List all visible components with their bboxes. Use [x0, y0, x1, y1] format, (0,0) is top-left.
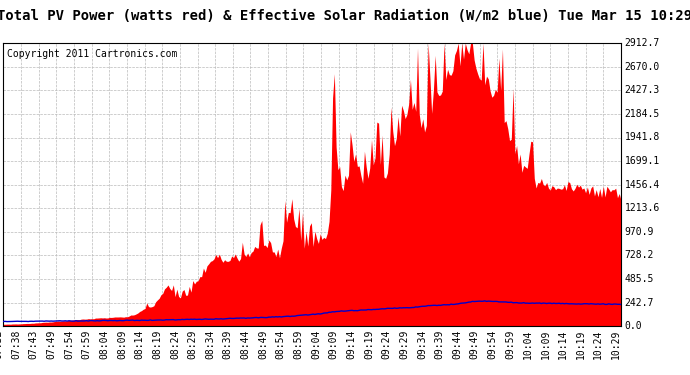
Text: 2670.0: 2670.0 [624, 62, 660, 72]
Text: 1213.6: 1213.6 [624, 203, 660, 213]
Text: 08:54: 08:54 [276, 330, 286, 359]
Text: 10:04: 10:04 [523, 330, 533, 359]
Text: 2912.7: 2912.7 [624, 38, 660, 48]
Text: 09:09: 09:09 [328, 330, 339, 359]
Text: 0.0: 0.0 [624, 321, 642, 331]
Text: 08:49: 08:49 [258, 330, 268, 359]
Text: 10:29: 10:29 [611, 330, 621, 359]
Text: 970.9: 970.9 [624, 227, 654, 237]
Text: 07:49: 07:49 [46, 330, 57, 359]
Text: 08:34: 08:34 [205, 330, 215, 359]
Text: 09:49: 09:49 [470, 330, 480, 359]
Text: 08:29: 08:29 [188, 330, 197, 359]
Text: 08:24: 08:24 [170, 330, 180, 359]
Text: 2427.3: 2427.3 [624, 85, 660, 95]
Text: 1941.8: 1941.8 [624, 132, 660, 142]
Text: 09:24: 09:24 [382, 330, 392, 359]
Text: 08:44: 08:44 [241, 330, 250, 359]
Text: 07:38: 07:38 [11, 330, 21, 359]
Text: 728.2: 728.2 [624, 251, 654, 261]
Text: 09:44: 09:44 [452, 330, 462, 359]
Text: 10:19: 10:19 [575, 330, 586, 359]
Text: 1456.4: 1456.4 [624, 180, 660, 190]
Text: 08:39: 08:39 [223, 330, 233, 359]
Text: 08:04: 08:04 [99, 330, 109, 359]
Text: 09:34: 09:34 [417, 330, 427, 359]
Text: 07:43: 07:43 [29, 330, 39, 359]
Text: 10:09: 10:09 [540, 330, 551, 359]
Text: 07:54: 07:54 [64, 330, 74, 359]
Text: 09:14: 09:14 [346, 330, 356, 359]
Text: 09:54: 09:54 [488, 330, 497, 359]
Text: 2184.5: 2184.5 [624, 109, 660, 119]
Text: 08:14: 08:14 [135, 330, 145, 359]
Text: 242.7: 242.7 [624, 298, 654, 307]
Text: 09:39: 09:39 [435, 330, 444, 359]
Text: 10:24: 10:24 [593, 330, 603, 359]
Text: 485.5: 485.5 [624, 274, 654, 284]
Text: 08:59: 08:59 [293, 330, 304, 359]
Text: 07:59: 07:59 [81, 330, 92, 359]
Text: 07:32: 07:32 [0, 330, 3, 359]
Text: Copyright 2011 Cartronics.com: Copyright 2011 Cartronics.com [6, 49, 177, 59]
Text: 10:14: 10:14 [558, 330, 568, 359]
Text: 08:19: 08:19 [152, 330, 162, 359]
Text: 09:04: 09:04 [311, 330, 321, 359]
Text: 08:09: 08:09 [117, 330, 127, 359]
Text: 1699.1: 1699.1 [624, 156, 660, 166]
Text: 09:29: 09:29 [400, 330, 409, 359]
Text: 09:59: 09:59 [505, 330, 515, 359]
Text: 09:19: 09:19 [364, 330, 374, 359]
Text: Total PV Power (watts red) & Effective Solar Radiation (W/m2 blue) Tue Mar 15 10: Total PV Power (watts red) & Effective S… [0, 9, 690, 23]
